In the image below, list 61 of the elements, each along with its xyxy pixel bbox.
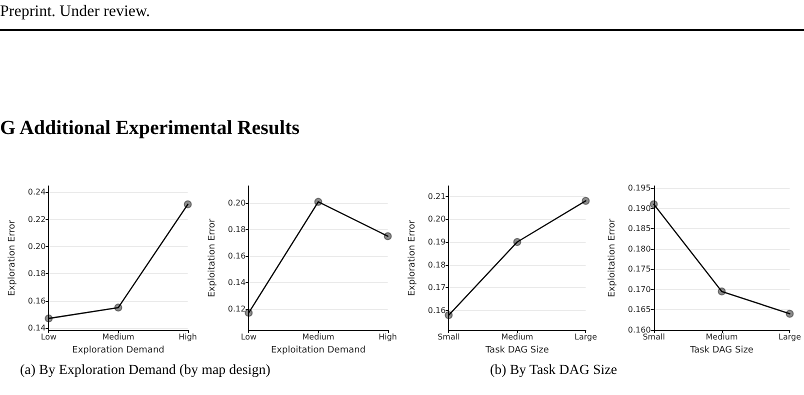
y-tick-label: 0.16 [428, 306, 446, 316]
y-tick-label: 0.17 [428, 283, 446, 292]
y-tick-label: 0.180 [628, 244, 651, 254]
point [786, 310, 794, 318]
point [718, 287, 726, 296]
y-tick-label: 0.18 [28, 269, 46, 278]
y-tick-label: 0.12 [228, 304, 246, 314]
y-tick-label: 0.185 [628, 224, 651, 234]
y-tick-label: 0.14 [228, 278, 246, 287]
x-tick-label: Medium [302, 332, 334, 342]
y-tick-label: 0.20 [428, 214, 446, 224]
x-tick-label: Low [240, 332, 258, 342]
point [513, 238, 522, 246]
x-axis-title: Task DAG Size [689, 346, 754, 356]
y-tick-label: 0.170 [628, 284, 651, 294]
text: G Additional Experimental Results [0, 117, 300, 140]
y-tick-label: 0.21 [428, 192, 446, 201]
x-axis-title: Exploitation Demand [270, 346, 366, 356]
x-axis-title: Task DAG Size [484, 346, 550, 356]
y-tick-label: 0.22 [28, 214, 46, 224]
x-tick-label: Large [778, 332, 802, 342]
point [114, 304, 122, 312]
text: (b) By Task DAG Size [490, 363, 618, 379]
y-tick-label: 0.14 [28, 323, 46, 332]
point [184, 200, 192, 208]
y-axis-title: Exploitation Error [608, 218, 618, 298]
y-tick-label: 0.160 [628, 326, 651, 334]
point [444, 311, 453, 320]
y-tick-label: 0.190 [628, 204, 651, 213]
point [650, 200, 658, 208]
point [582, 196, 590, 205]
x-tick-label: Large [574, 332, 598, 342]
x-tick-label: High [378, 332, 397, 342]
x-tick-label: Small [642, 332, 665, 342]
x-tick-label: Small [438, 332, 460, 342]
point [314, 198, 322, 206]
y-axis-title: Exploration Error [408, 220, 418, 296]
y-tick-label: 0.16 [28, 296, 46, 306]
y-tick-label: 0.175 [628, 264, 651, 274]
y-tick-label: 0.195 [628, 184, 651, 193]
y-tick-label: 0.19 [428, 238, 446, 246]
y-tick-label: 0.24 [28, 188, 46, 197]
y-tick-label: 0.20 [28, 242, 46, 251]
x-tick-label: High [178, 332, 197, 342]
point [44, 314, 53, 322]
y-tick-label: 0.16 [228, 252, 246, 261]
y-tick-label: 0.18 [428, 260, 446, 270]
y-tick-label: 0.18 [228, 225, 246, 234]
point [244, 308, 253, 317]
x-axis-title: Exploration Demand [72, 346, 164, 356]
y-axis-title: Exploitation Error [208, 218, 218, 298]
y-tick-label: 0.165 [628, 305, 651, 314]
x-tick-label: Medium [706, 332, 738, 342]
point [384, 232, 392, 240]
y-axis-title: Exploration Error [8, 220, 18, 296]
y-tick-label: 0.20 [228, 198, 246, 208]
x-tick-label: Medium [501, 332, 534, 342]
x-tick-label: Medium [102, 332, 134, 342]
text: (a) By Exploration Demand (by map design) [20, 363, 270, 379]
x-tick-label: Low [40, 332, 58, 342]
text: Preprint. Under review. [0, 3, 150, 21]
